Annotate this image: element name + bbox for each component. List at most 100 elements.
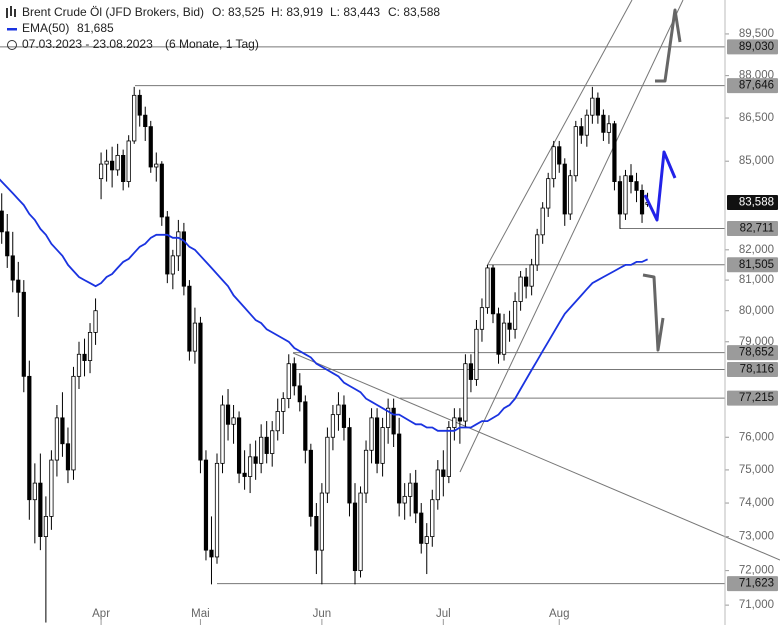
candle-body [479, 307, 485, 330]
candle-body [154, 163, 159, 168]
legend-swatch [7, 28, 17, 31]
icon [10, 6, 12, 16]
candle-body [49, 459, 54, 517]
x-tick-label: Mai [191, 608, 210, 620]
candle-body [319, 492, 324, 551]
candle-body [562, 163, 567, 215]
ohlc-open: O: 83,525 [212, 5, 265, 19]
level-tag-label: 82,711 [740, 223, 774, 235]
candle-body [264, 436, 269, 454]
arrow-up-gray [655, 8, 682, 83]
candle-body [573, 126, 578, 177]
candle-body [236, 417, 242, 474]
channel-upper [486, 0, 633, 267]
candle-body [65, 443, 71, 471]
candle-body [275, 411, 280, 432]
candle-body [297, 385, 302, 403]
candle-body [496, 313, 501, 355]
candle-body [397, 433, 402, 504]
icon [6, 8, 8, 18]
candle-body [529, 264, 534, 287]
candle-body [590, 97, 595, 116]
icon [14, 9, 16, 17]
candle-body [430, 499, 435, 537]
candle-body [286, 363, 291, 400]
level-tag [727, 257, 778, 273]
y-tick-label: 82,000 [739, 244, 774, 256]
candle-body [231, 417, 236, 425]
candle-body [501, 322, 507, 355]
candle-body [98, 163, 104, 180]
candle-body [617, 181, 623, 215]
candle-body [634, 181, 639, 191]
arrow-blue [643, 150, 677, 222]
candle-body [281, 398, 286, 412]
y-tick-label: 76,000 [739, 431, 774, 443]
x-tick-label: Apr [92, 608, 110, 620]
ema-line [0, 178, 648, 432]
last-price-tag [727, 195, 778, 211]
candle-body [435, 469, 440, 501]
candle-body [270, 430, 275, 454]
candle-body [524, 276, 529, 287]
legend-value: 81,685 [77, 21, 114, 35]
candle-body [540, 207, 545, 236]
candle-body [336, 404, 341, 416]
candle-body [104, 160, 109, 165]
candle-body [595, 97, 600, 116]
candle-body [446, 427, 451, 477]
candle-body [209, 549, 214, 558]
candle-body [248, 456, 253, 477]
x-tick-label: Jul [436, 608, 451, 620]
y-tick-label: 72,000 [739, 565, 774, 577]
candle-body [54, 417, 60, 461]
candle-body [325, 436, 330, 494]
candle-body [314, 516, 319, 551]
level-tag-label: 89,030 [739, 41, 774, 53]
candle-body [16, 279, 21, 293]
candle-body [82, 353, 87, 361]
candle-body [606, 123, 612, 133]
candle-body [380, 427, 385, 464]
arrows [642, 8, 682, 352]
y-tick-label: 81,000 [739, 274, 774, 286]
candle-body [292, 363, 297, 387]
candle-body [71, 375, 76, 471]
level-tag-label: 77,215 [739, 392, 774, 404]
candle-body [557, 146, 562, 165]
candle-body [76, 353, 82, 377]
candle-body [363, 449, 369, 494]
candle-body [181, 231, 186, 287]
level-tag [727, 576, 778, 592]
candle-body [639, 189, 645, 215]
candle-body [341, 404, 347, 428]
candle-body [468, 363, 474, 380]
candle-body [568, 175, 573, 215]
candle-body [347, 427, 352, 504]
candle-body [225, 404, 231, 425]
candle-body [457, 417, 462, 422]
candle-body [143, 114, 148, 128]
candle-body [546, 178, 551, 209]
candle-body [220, 404, 225, 464]
candle-body [601, 114, 606, 133]
candle-body [623, 175, 628, 215]
y-tick-label: 86,500 [739, 112, 774, 124]
candle-body [612, 123, 617, 182]
candle-body [358, 492, 363, 572]
clock-icon [7, 40, 17, 50]
candle-body [628, 175, 634, 182]
level-tag-label: 78,116 [740, 364, 774, 376]
candle-body [21, 291, 26, 377]
candle-body [93, 310, 98, 333]
level-tag-label: 71,623 [739, 578, 774, 590]
level-tag-label: 78,652 [739, 347, 774, 359]
candle-body [253, 456, 258, 464]
level-tag [727, 221, 778, 237]
date-range: 07.03.2023 - 23.08.2023 [22, 37, 153, 51]
candle-body [408, 482, 413, 497]
x-tick-label: Aug [549, 608, 569, 620]
candle-body [512, 301, 518, 330]
last-price-label: 83,588 [739, 197, 774, 209]
